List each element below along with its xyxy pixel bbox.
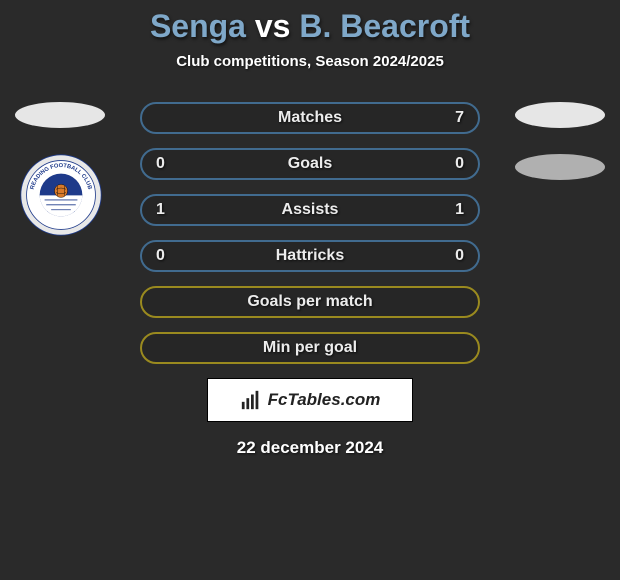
stat-label: Matches — [278, 109, 342, 127]
stat-label: Hattricks — [276, 247, 344, 265]
stat-bar-matches: Matches 7 — [140, 102, 480, 134]
site-badge-text: FcTables.com — [268, 390, 381, 410]
chart-icon — [240, 389, 262, 411]
stat-left-value: 0 — [156, 247, 165, 265]
stat-right-value: 7 — [455, 109, 464, 127]
comparison-bars: Matches 7 0 Goals 0 1 Assists 1 0 Hattri… — [140, 102, 480, 364]
stat-bar-goals: 0 Goals 0 — [140, 148, 480, 180]
avatar-placeholder-right-1 — [515, 102, 605, 128]
stat-right-value: 0 — [455, 247, 464, 265]
stat-bar-hattricks: 0 Hattricks 0 — [140, 240, 480, 272]
site-badge[interactable]: FcTables.com — [207, 378, 413, 422]
club-logo: READING FOOTBALL CLUB EST. 1871 — [20, 154, 102, 236]
comparison-content: READING FOOTBALL CLUB EST. 1871 Matches … — [0, 102, 620, 458]
page-title: Senga vs B. Beacroft — [0, 0, 620, 45]
date-text: 22 december 2024 — [0, 438, 620, 458]
stat-bar-assists: 1 Assists 1 — [140, 194, 480, 226]
avatar-placeholder-left — [15, 102, 105, 128]
player-left-name: Senga — [150, 8, 246, 44]
vs-text: vs — [255, 8, 291, 44]
avatar-placeholder-right-2 — [515, 154, 605, 180]
subtitle: Club competitions, Season 2024/2025 — [0, 53, 620, 70]
player-right-name: B. Beacroft — [299, 8, 470, 44]
stat-bar-goals-per-match: Goals per match — [140, 286, 480, 318]
stat-bar-min-per-goal: Min per goal — [140, 332, 480, 364]
stat-label: Assists — [282, 201, 339, 219]
stat-right-value: 1 — [455, 201, 464, 219]
stat-right-value: 0 — [455, 155, 464, 173]
stat-left-value: 1 — [156, 201, 165, 219]
stat-label: Goals — [288, 155, 332, 173]
stat-left-value: 0 — [156, 155, 165, 173]
club-logo-svg: READING FOOTBALL CLUB EST. 1871 — [20, 154, 102, 236]
stat-label: Min per goal — [263, 339, 357, 357]
stat-label: Goals per match — [247, 293, 372, 311]
